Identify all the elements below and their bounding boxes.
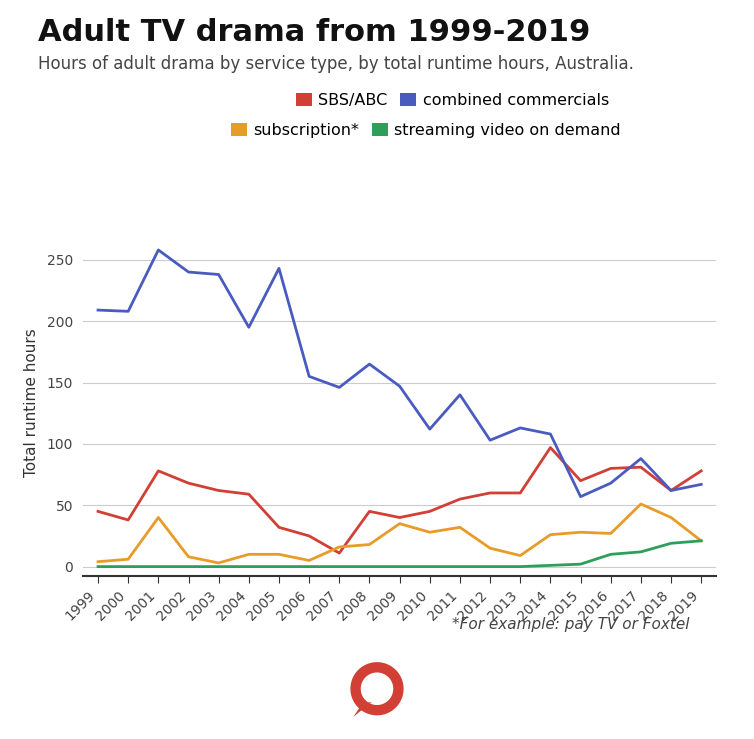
Text: *For example: pay TV or Foxtel: *For example: pay TV or Foxtel <box>452 617 690 632</box>
Text: Adult TV drama from 1999-2019: Adult TV drama from 1999-2019 <box>38 18 590 47</box>
PathPatch shape <box>354 702 372 717</box>
Text: Hours of adult drama by service type, by total runtime hours, Australia.: Hours of adult drama by service type, by… <box>38 55 633 73</box>
Legend: SBS/ABC, combined commercials: SBS/ABC, combined commercials <box>296 93 609 108</box>
Y-axis label: Total runtime hours: Total runtime hours <box>23 328 38 477</box>
PathPatch shape <box>351 662 403 715</box>
Legend: subscription*, streaming video on demand: subscription*, streaming video on demand <box>231 123 621 137</box>
